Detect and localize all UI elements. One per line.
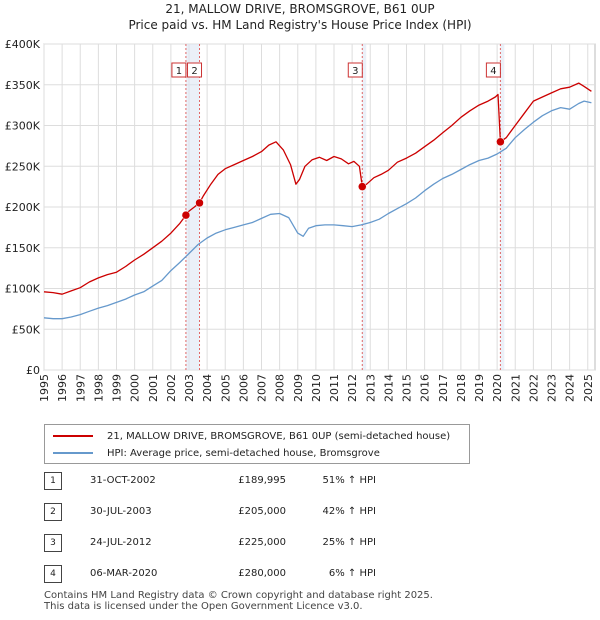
legend-label-hpi: HPI: Average price, semi-detached house,…	[107, 447, 380, 459]
x-tick-label: 1998	[92, 374, 105, 402]
chart-subtitle: Price paid vs. HM Land Registry's House …	[128, 18, 472, 32]
x-tick-label: 1995	[38, 374, 51, 402]
sale-number: 4	[44, 565, 62, 583]
x-tick-label: 2005	[219, 374, 232, 402]
y-tick-label: £300K	[5, 120, 41, 133]
sale-hpi-diff: 25% ↑ HPI	[322, 537, 376, 548]
chart-title: 21, MALLOW DRIVE, BROMSGROVE, B61 0UP	[165, 2, 435, 16]
sale-marker-number: 1	[176, 66, 182, 77]
x-tick-label: 2002	[165, 374, 178, 402]
x-tick-label: 2007	[256, 374, 269, 402]
x-tick-label: 2014	[382, 374, 395, 402]
x-tick-label: 2021	[509, 374, 522, 402]
y-tick-label: £100K	[5, 283, 41, 296]
x-tick-label: 2009	[292, 374, 305, 402]
y-tick-label: £400K	[5, 38, 41, 51]
y-tick-label: £50K	[12, 323, 41, 336]
y-tick-label: £0	[26, 364, 40, 377]
sale-price: £225,000	[238, 537, 286, 548]
sale-row: 3 24-JUL-2012 £225,000 25% ↑ HPI	[44, 534, 424, 554]
y-tick-label: £250K	[5, 160, 41, 173]
sale-row: 1 31-OCT-2002 £189,995 51% ↑ HPI	[44, 472, 424, 492]
sale-date: 06-MAR-2020	[90, 568, 158, 579]
sale-point	[181, 210, 191, 220]
legend-swatch-hpi	[53, 452, 93, 454]
sale-point	[496, 137, 505, 147]
x-tick-label: 2000	[129, 374, 142, 402]
attribution: Contains HM Land Registry data © Crown c…	[44, 590, 433, 612]
sale-number: 2	[44, 503, 62, 521]
sale-marker-box	[187, 62, 203, 78]
x-tick-label: 2006	[237, 374, 250, 402]
sale-band	[185, 44, 200, 370]
x-tick-label: 2004	[201, 374, 214, 402]
x-tick-label: 2010	[310, 374, 323, 402]
hpi-line	[43, 100, 592, 320]
chart-grid	[43, 43, 596, 371]
x-tick-label: 1997	[74, 374, 87, 402]
sale-hpi-diff: 42% ↑ HPI	[322, 506, 376, 517]
chart-series	[43, 82, 592, 320]
sale-hpi-diff: 6% ↑ HPI	[328, 568, 376, 579]
sale-point	[358, 182, 367, 191]
sale-marker-box	[485, 62, 501, 78]
x-tick-label: 1996	[56, 374, 69, 402]
sale-point	[195, 198, 204, 208]
sale-marker-number: 2	[191, 66, 197, 77]
x-tick-label: 2015	[401, 374, 414, 402]
sale-number: 3	[44, 534, 62, 552]
sale-points	[181, 137, 505, 220]
chart-legend: 21, MALLOW DRIVE, BROMSGROVE, B61 0UP (s…	[44, 424, 470, 464]
sale-price: £205,000	[238, 506, 286, 517]
attribution-line-1: Contains HM Land Registry data © Crown c…	[44, 590, 433, 601]
legend-swatch-property	[53, 435, 93, 437]
x-tick-label: 2018	[455, 374, 468, 402]
x-tick-label: 2024	[564, 374, 577, 402]
x-tick-label: 2020	[491, 374, 504, 402]
x-tick-label: 2025	[582, 374, 595, 402]
sale-row: 2 30-JUL-2003 £205,000 42% ↑ HPI	[44, 503, 424, 523]
sale-price: £280,000	[238, 568, 286, 579]
sale-marker-box	[347, 62, 363, 78]
sale-row: 4 06-MAR-2020 £280,000 6% ↑ HPI	[44, 565, 424, 585]
legend-label-property: 21, MALLOW DRIVE, BROMSGROVE, B61 0UP (s…	[107, 430, 451, 442]
y-axis-ticks: £0 £50K £100K £150K £200K £250K £300K £350K £400…	[5, 38, 41, 377]
attribution-line-2: This data is licensed under the Open Gov…	[44, 601, 363, 612]
sale-marker-number: 3	[352, 66, 358, 77]
sale-band	[362, 44, 367, 370]
x-tick-label: 2016	[419, 374, 432, 402]
sale-band	[500, 44, 505, 370]
y-tick-label: £350K	[5, 79, 41, 92]
property-price-line	[43, 82, 592, 295]
x-tick-label: 2001	[147, 374, 160, 402]
x-tick-label: 2022	[527, 374, 540, 402]
x-tick-label: 2019	[473, 374, 486, 402]
x-tick-label: 2011	[328, 374, 341, 402]
sale-date: 30-JUL-2003	[90, 506, 152, 517]
x-tick-label: 1999	[111, 374, 124, 402]
sale-marker-box	[171, 62, 187, 78]
x-axis-ticks: 1995 1996 1997 1998 1999 2000 2001 2002 2003 2004…	[38, 374, 595, 402]
sale-marker-number: 4	[490, 66, 496, 77]
y-tick-label: £200K	[5, 201, 41, 214]
x-tick-label: 2017	[437, 374, 450, 402]
y-tick-label: £150K	[5, 242, 41, 255]
x-tick-label: 2003	[183, 374, 196, 402]
x-tick-label: 2008	[274, 374, 287, 402]
sale-date: 24-JUL-2012	[90, 537, 152, 548]
sale-hpi-diff: 51% ↑ HPI	[322, 475, 376, 486]
x-tick-label: 2012	[346, 374, 359, 402]
legend-item-hpi: HPI: Average price, semi-detached house,…	[53, 445, 380, 461]
legend-item-property: 21, MALLOW DRIVE, BROMSGROVE, B61 0UP (s…	[53, 428, 450, 444]
sale-price: £189,995	[238, 475, 286, 486]
x-tick-label: 2013	[364, 374, 377, 402]
sale-date: 31-OCT-2002	[90, 475, 156, 486]
x-tick-label: 2023	[546, 374, 559, 402]
sale-number: 1	[44, 472, 62, 490]
sale-marker-bands	[185, 44, 505, 370]
